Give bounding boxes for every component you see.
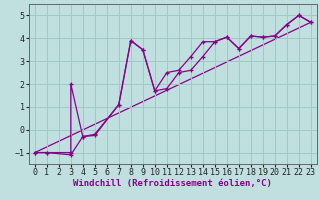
X-axis label: Windchill (Refroidissement éolien,°C): Windchill (Refroidissement éolien,°C) [73,179,272,188]
